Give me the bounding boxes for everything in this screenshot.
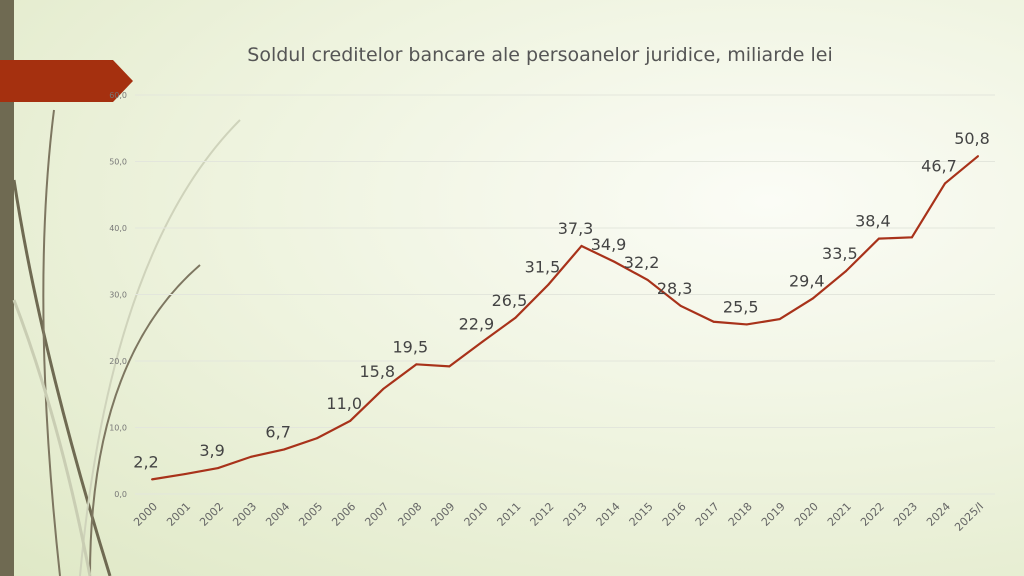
x-tick-label: 2014 [594, 500, 623, 529]
x-tick-label: 2007 [362, 500, 391, 529]
chart-title: Soldul creditelor bancare ale persoanelo… [247, 44, 833, 66]
data-point [679, 304, 682, 307]
x-tick-label: 2003 [230, 500, 259, 529]
x-tick-label: 2001 [164, 500, 193, 529]
data-point [745, 323, 748, 326]
data-label: 29,4 [789, 271, 825, 290]
data-label: 46,7 [921, 156, 957, 175]
data-point [877, 237, 880, 240]
data-point [712, 320, 715, 323]
data-label: 50,8 [954, 129, 990, 148]
data-label: 22,9 [459, 315, 495, 334]
x-tick-label: 2000 [131, 500, 160, 529]
x-tick-label: 2008 [395, 500, 424, 529]
x-tick-label: 2012 [528, 500, 557, 529]
data-label: 38,4 [855, 212, 891, 231]
y-tick-label: 0,0 [114, 490, 127, 499]
x-tick-label: 2009 [428, 500, 457, 529]
y-tick-label: 50,0 [109, 158, 127, 167]
data-point [910, 236, 913, 239]
data-point [778, 318, 781, 321]
data-point [217, 467, 220, 470]
data-point [382, 387, 385, 390]
data-point [481, 340, 484, 343]
data-point [646, 278, 649, 281]
y-tick-label: 40,0 [109, 224, 127, 233]
data-label: 34,9 [591, 235, 627, 254]
data-point [943, 182, 946, 185]
x-tick-label: 2011 [495, 500, 524, 529]
data-label: 32,2 [624, 253, 660, 272]
data-point [283, 448, 286, 451]
x-tick-label: 2020 [792, 500, 821, 529]
x-tick-label: 2006 [329, 500, 358, 529]
side-stripe [0, 0, 14, 576]
x-tick-label: 2013 [561, 500, 590, 529]
data-label: 3,9 [199, 441, 224, 460]
x-tick-label: 2010 [462, 500, 491, 529]
data-point [613, 260, 616, 263]
data-label: 6,7 [265, 422, 290, 441]
data-point [448, 365, 451, 368]
data-label: 28,3 [657, 279, 693, 298]
data-label: 33,5 [822, 244, 858, 263]
data-label: 37,3 [558, 219, 594, 238]
data-label: 11,0 [326, 394, 362, 413]
y-tick-label: 10,0 [109, 424, 127, 433]
data-point [811, 297, 814, 300]
y-tick-label: 20,0 [109, 357, 127, 366]
x-tick-label: 2025/I [952, 500, 986, 534]
x-tick-label: 2022 [858, 500, 887, 529]
x-tick-label: 2021 [825, 500, 854, 529]
data-point [514, 316, 517, 319]
data-label: 2,2 [133, 452, 158, 471]
data-label: 25,5 [723, 297, 759, 316]
data-point [151, 478, 153, 481]
x-tick-label: 2002 [197, 500, 226, 529]
x-tick-label: 2016 [660, 500, 689, 529]
data-label: 26,5 [492, 291, 528, 310]
data-point [977, 155, 979, 158]
data-point [580, 244, 583, 247]
data-point [316, 437, 319, 440]
data-point [415, 363, 418, 366]
x-tick-label: 2015 [627, 500, 656, 529]
data-point [349, 419, 352, 422]
data-label: 19,5 [393, 337, 429, 356]
data-point [844, 270, 847, 273]
title-banner [0, 60, 133, 102]
x-tick-label: 2005 [296, 500, 325, 529]
data-point [184, 473, 187, 476]
data-label: 31,5 [525, 258, 561, 277]
x-tick-label: 2017 [693, 500, 722, 529]
x-tick-label: 2018 [726, 500, 755, 529]
data-line [151, 155, 979, 481]
x-tick-label: 2019 [759, 500, 788, 529]
x-tick-label: 2023 [891, 500, 920, 529]
data-label: 15,8 [359, 362, 395, 381]
data-point [250, 455, 253, 458]
y-tick-label: 30,0 [109, 291, 127, 300]
x-tick-label: 2004 [263, 500, 292, 529]
x-tick-label: 2024 [924, 500, 953, 529]
y-tick-label: 60,0 [109, 91, 127, 100]
data-point [547, 283, 550, 286]
